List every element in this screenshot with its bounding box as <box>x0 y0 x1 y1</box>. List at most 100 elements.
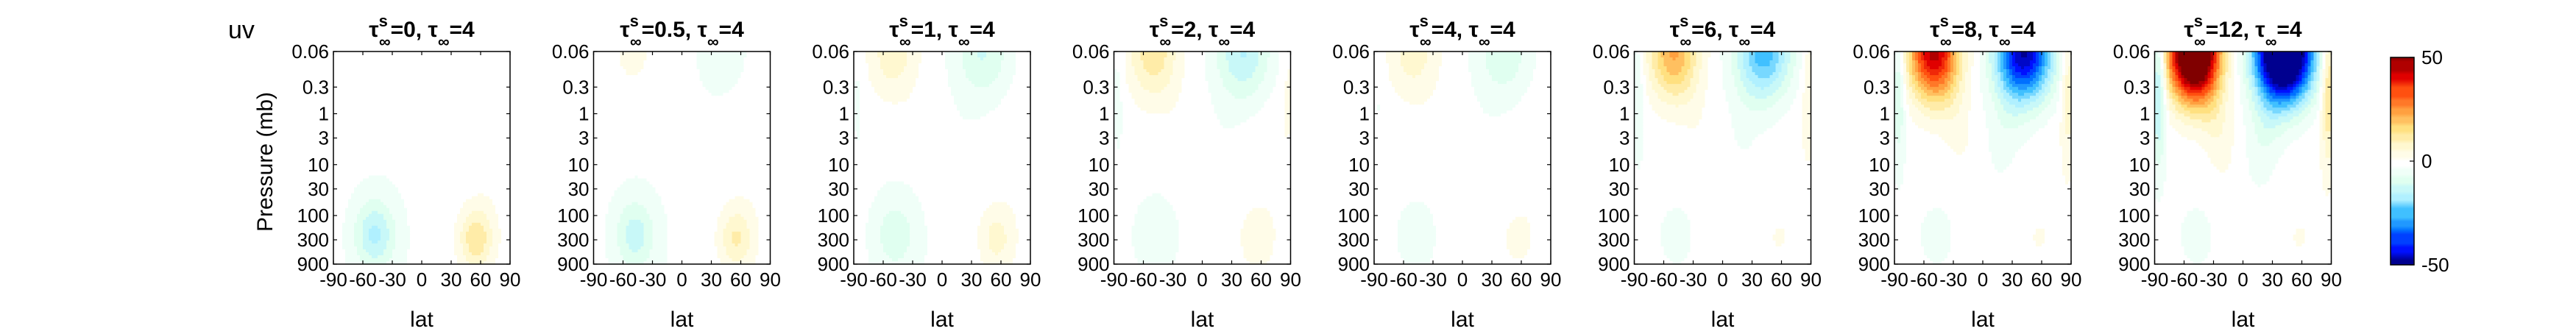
contour-cell <box>720 57 724 61</box>
contour-cell <box>611 57 615 61</box>
contour-cell <box>439 157 443 162</box>
contour-cell <box>732 54 736 58</box>
contour-cell <box>389 113 393 117</box>
contour-cell <box>372 240 375 244</box>
contour-cell <box>442 96 446 99</box>
contour-cell <box>369 257 372 262</box>
contour-cell <box>401 140 405 144</box>
contour-cell <box>457 143 461 147</box>
contour-cell <box>489 78 493 82</box>
contour-cell <box>363 154 367 159</box>
contour-cell <box>398 110 402 114</box>
contour-cell <box>386 140 390 144</box>
contour-cell <box>383 193 387 197</box>
contour-cell <box>351 199 355 203</box>
contour-cell <box>439 87 443 90</box>
contour-cell <box>507 152 511 156</box>
contour-cell <box>386 54 390 58</box>
contour-cell <box>484 187 487 191</box>
contour-cell <box>726 54 730 58</box>
contour-cell <box>407 172 411 177</box>
contour-cell <box>366 131 369 135</box>
contour-cell <box>363 66 367 70</box>
contour-cell <box>416 160 420 165</box>
contour-cell <box>369 96 372 99</box>
contour-cell <box>451 260 455 265</box>
contour-cell <box>333 90 337 93</box>
contour-cell <box>507 240 511 244</box>
contour-cell <box>755 54 760 58</box>
contour-cell <box>469 202 473 206</box>
contour-cell <box>484 96 487 99</box>
contour-cell <box>475 104 478 108</box>
contour-cell <box>501 219 505 224</box>
contour-cell <box>345 202 349 206</box>
contour-cell <box>457 107 461 111</box>
contour-cell <box>348 131 352 135</box>
contour-cell <box>369 243 372 247</box>
contour-cell <box>463 187 467 191</box>
contour-cell <box>398 225 402 230</box>
contour-cell <box>504 160 508 165</box>
contour-cell <box>434 119 437 123</box>
contour-cell <box>478 119 481 123</box>
contour-cell <box>737 57 742 61</box>
contour-cell <box>378 131 381 135</box>
contour-cell <box>475 234 478 238</box>
contour-cell <box>475 157 478 162</box>
contour-cell <box>460 184 464 188</box>
contour-cell <box>507 172 511 177</box>
contour-cell <box>351 190 355 194</box>
contour-cell <box>684 66 689 70</box>
contour-cell <box>428 190 431 194</box>
contour-cell <box>425 119 428 123</box>
contour-cell <box>410 222 414 227</box>
contour-cell <box>460 51 464 55</box>
contour-cell <box>383 143 387 147</box>
contour-cell <box>732 78 736 82</box>
contour-cell <box>439 154 443 159</box>
contour-cell <box>386 172 390 177</box>
contour-cell <box>342 228 346 232</box>
contour-cell <box>664 75 668 79</box>
contour-cell <box>348 178 352 182</box>
contour-cell <box>498 134 502 138</box>
contour-cell <box>489 225 493 230</box>
contour-cell <box>489 210 493 215</box>
contour-cell <box>492 51 496 55</box>
contour-cell <box>381 51 384 55</box>
contour-cell <box>498 110 502 114</box>
contour-cell <box>478 81 481 85</box>
contour-cell <box>460 113 464 117</box>
contour-cell <box>354 134 358 138</box>
contour-cell <box>495 63 499 67</box>
contour-cell <box>492 107 496 111</box>
contour-cell <box>484 93 487 96</box>
contour-cell <box>416 149 420 153</box>
contour-cell <box>422 157 425 162</box>
contour-cell <box>486 140 490 144</box>
contour-cell <box>466 87 470 90</box>
contour-cell <box>413 116 417 120</box>
contour-cell <box>375 51 378 55</box>
contour-cell <box>448 193 452 197</box>
contour-cell <box>469 169 473 174</box>
contour-cell <box>460 140 464 144</box>
contour-cell <box>451 54 455 58</box>
contour-cell <box>469 163 473 168</box>
contour-cell <box>599 66 604 70</box>
contour-cell <box>336 57 340 61</box>
contour-cell <box>439 72 443 76</box>
contour-cell <box>466 131 470 135</box>
contour-cell <box>481 51 484 55</box>
contour-cell <box>758 69 762 73</box>
contour-cell <box>360 125 364 129</box>
contour-cell <box>419 137 422 141</box>
contour-cell <box>428 90 431 93</box>
contour-cell <box>428 102 431 105</box>
contour-cell <box>398 152 402 156</box>
contour-cell <box>363 137 367 141</box>
contour-cell <box>463 140 467 144</box>
contour-cell <box>439 255 443 259</box>
contour-cell <box>484 84 487 88</box>
